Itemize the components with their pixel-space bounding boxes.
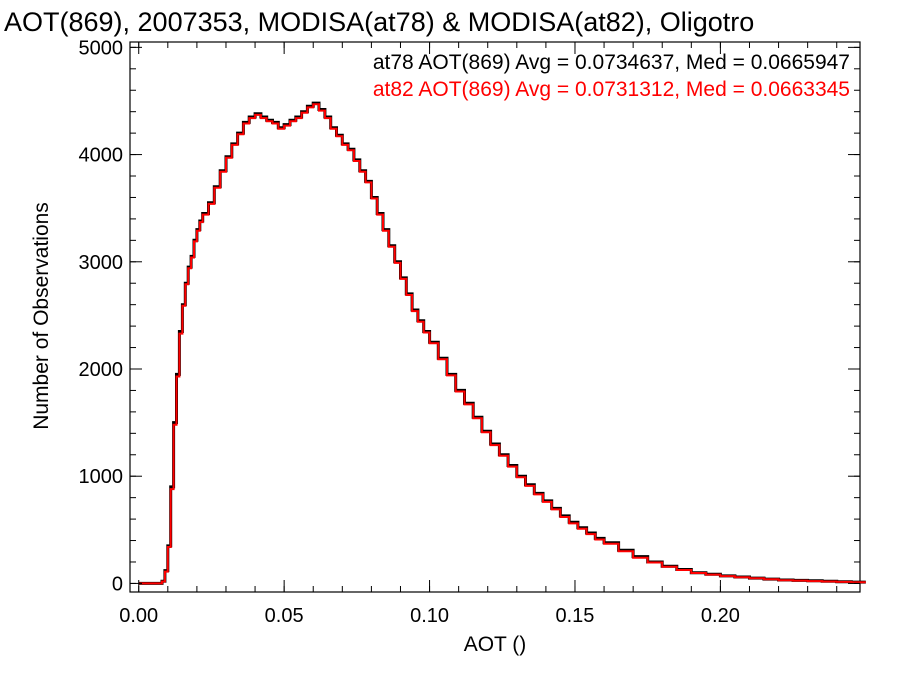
y-axis-label: Number of Observations (30, 202, 53, 430)
y-tick-label: 5000 (79, 37, 124, 59)
y-tick-label: 4000 (79, 145, 124, 167)
y-tick-label: 2000 (79, 359, 124, 381)
x-tick-label: 0.20 (701, 605, 740, 627)
x-tick-label: 0.05 (265, 605, 304, 627)
y-tick-label: 3000 (79, 252, 124, 274)
y-tick-label: 1000 (79, 466, 124, 488)
series-layer (138, 101, 866, 585)
y-tick-label: 0 (112, 573, 123, 595)
tick-layer (130, 42, 860, 592)
x-axis-label: AOT () (464, 633, 527, 656)
x-tick-label: 0.15 (556, 605, 595, 627)
legend-entry-at82: at82 AOT(869) Avg = 0.0731312, Med = 0.0… (373, 78, 850, 101)
x-tick-label: 0.10 (410, 605, 449, 627)
series-line-at78 (138, 101, 866, 585)
legend-entry-at78: at78 AOT(869) Avg = 0.0734637, Med = 0.0… (373, 51, 850, 74)
legend: at78 AOT(869) Avg = 0.0734637, Med = 0.0… (373, 51, 850, 101)
x-tick-labels: 0.00 0.05 0.10 0.15 0.20 (119, 605, 740, 627)
plot-area (129, 41, 866, 593)
series-line-at82 (138, 103, 866, 585)
plot-frame (129, 41, 861, 593)
x-tick-label: 0.00 (119, 605, 158, 627)
chart-title: AOT(869), 2007353, MODISA(at78) & MODISA… (4, 7, 754, 37)
y-tick-labels: 0 1000 2000 3000 4000 5000 (79, 37, 124, 595)
